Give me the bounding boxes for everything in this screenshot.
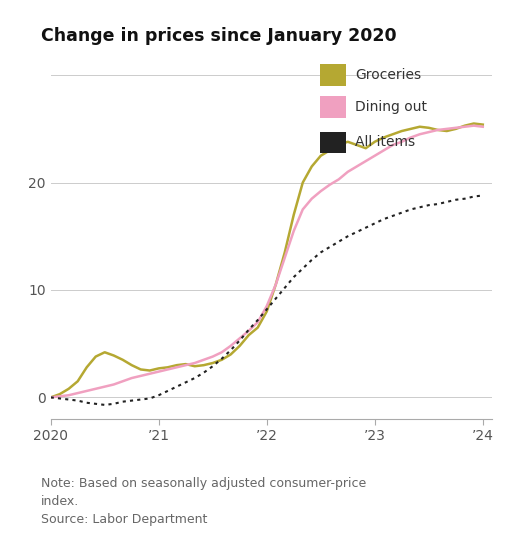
Text: Groceries: Groceries <box>355 68 421 82</box>
Text: All items: All items <box>355 135 415 149</box>
Text: Note: Based on seasonally adjusted consumer-price
index.
Source: Labor Departmen: Note: Based on seasonally adjusted consu… <box>41 477 366 526</box>
FancyBboxPatch shape <box>320 96 346 118</box>
Text: Change in prices since January 2020: Change in prices since January 2020 <box>41 27 396 45</box>
FancyBboxPatch shape <box>320 64 346 86</box>
FancyBboxPatch shape <box>320 132 346 153</box>
Text: Dining out: Dining out <box>355 100 427 114</box>
